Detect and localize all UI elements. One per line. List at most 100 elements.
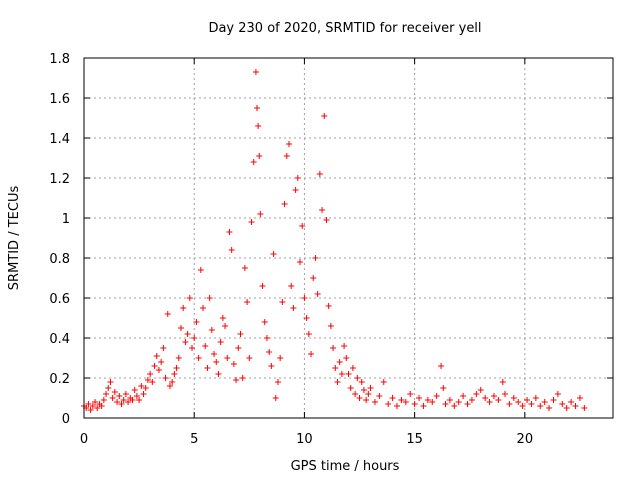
data-point xyxy=(330,345,337,351)
data-point xyxy=(204,365,211,371)
data-point xyxy=(160,345,167,351)
data-point xyxy=(385,401,392,407)
data-point xyxy=(310,275,317,281)
data-point xyxy=(515,399,522,405)
data-point xyxy=(477,387,484,393)
data-point xyxy=(184,331,191,337)
data-point xyxy=(510,395,517,401)
data-point xyxy=(133,393,140,399)
data-point xyxy=(98,403,105,409)
data-point xyxy=(321,113,328,119)
y-tick-label: 0.2 xyxy=(49,372,70,387)
data-point xyxy=(224,355,231,361)
data-point xyxy=(114,399,121,405)
data-point xyxy=(263,335,270,341)
data-point xyxy=(228,247,235,253)
data-point xyxy=(250,159,257,165)
y-tick-label: 1.2 xyxy=(49,172,70,187)
data-point xyxy=(519,403,526,409)
data-point xyxy=(118,401,125,407)
plot-frame xyxy=(83,57,614,419)
data-point xyxy=(164,311,171,317)
data-point xyxy=(138,383,145,389)
data-point xyxy=(316,171,323,177)
data-point xyxy=(343,355,350,361)
data-point xyxy=(169,379,176,385)
data-point xyxy=(438,363,445,369)
data-points xyxy=(81,69,588,413)
data-point xyxy=(105,385,112,391)
data-point xyxy=(147,371,154,377)
data-point xyxy=(235,345,242,351)
data-point xyxy=(241,265,248,271)
data-point xyxy=(568,399,575,405)
data-point xyxy=(501,391,508,397)
data-point xyxy=(297,259,304,265)
data-point xyxy=(371,399,378,405)
grid-lines xyxy=(84,58,613,418)
data-point xyxy=(301,295,308,301)
data-point xyxy=(266,349,273,355)
data-point xyxy=(166,383,173,389)
data-point xyxy=(482,395,489,401)
data-point xyxy=(380,379,387,385)
chart-title: Day 230 of 2020, SRMTID for receiver yel… xyxy=(208,21,481,36)
data-point xyxy=(219,315,226,321)
data-point xyxy=(468,397,475,403)
data-point xyxy=(272,395,279,401)
data-point xyxy=(455,399,462,405)
data-point xyxy=(206,295,213,301)
data-point xyxy=(294,175,301,181)
data-point xyxy=(142,385,149,391)
data-point xyxy=(158,359,165,365)
data-point xyxy=(254,105,261,111)
data-point xyxy=(389,395,396,401)
data-point xyxy=(524,397,531,403)
data-point xyxy=(581,405,588,411)
data-point xyxy=(341,343,348,349)
data-point xyxy=(338,371,345,377)
data-point xyxy=(336,359,343,365)
data-point xyxy=(171,371,178,377)
data-point xyxy=(563,405,570,411)
data-point xyxy=(153,353,160,359)
data-point xyxy=(559,401,566,407)
x-axis-ticks: 0 5 10 15 20 xyxy=(80,58,533,447)
data-point xyxy=(162,375,169,381)
data-point xyxy=(200,305,207,311)
data-point xyxy=(246,355,253,361)
data-point xyxy=(442,401,449,407)
y-axis-label: SRMTID / TECUs xyxy=(7,186,22,291)
data-point xyxy=(334,379,341,385)
y-tick-label: 0.6 xyxy=(49,292,70,307)
data-point xyxy=(319,207,326,213)
data-point xyxy=(213,359,220,365)
y-tick-label: 0.8 xyxy=(49,252,70,267)
data-point xyxy=(360,387,367,393)
data-point xyxy=(490,393,497,399)
data-point xyxy=(107,379,114,385)
data-point xyxy=(277,355,284,361)
data-point xyxy=(411,401,418,407)
data-point xyxy=(195,355,202,361)
data-point xyxy=(424,397,431,403)
data-point xyxy=(554,391,561,397)
y-axis-ticks: 0 0.2 0.4 0.6 0.8 1 1.2 1.4 1.6 1.8 xyxy=(49,52,613,427)
data-point xyxy=(131,387,138,393)
data-point xyxy=(323,217,330,223)
data-point xyxy=(349,365,356,371)
data-point xyxy=(376,393,383,399)
data-point xyxy=(193,319,200,325)
data-point xyxy=(177,325,184,331)
x-tick-label: 0 xyxy=(80,432,88,447)
data-point xyxy=(292,187,299,193)
data-point xyxy=(305,331,312,337)
data-point xyxy=(550,397,557,403)
data-point xyxy=(308,351,315,357)
data-point xyxy=(259,283,266,289)
data-point xyxy=(325,303,332,309)
data-point xyxy=(256,153,263,159)
data-point xyxy=(303,315,310,321)
data-point xyxy=(103,391,110,397)
